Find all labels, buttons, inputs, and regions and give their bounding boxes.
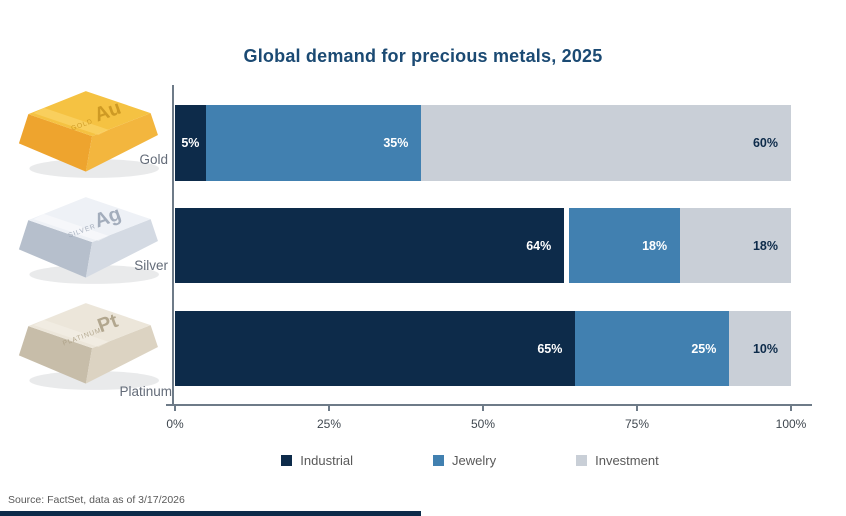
- category-label: Silver: [134, 258, 168, 273]
- segment-value-label: 10%: [752, 341, 778, 356]
- bar-segment-jewelry: 35%: [205, 105, 422, 181]
- category-label: Platinum: [119, 384, 172, 399]
- x-tick-mark: [790, 404, 792, 411]
- segment-value-label: 5%: [181, 136, 200, 150]
- y-axis-line: [172, 85, 174, 405]
- source-note: Source: FactSet, data as of 3/17/2026: [8, 494, 185, 506]
- x-tick-mark: [174, 404, 176, 411]
- metal-gold: Au GOLD Gold: [16, 88, 174, 188]
- segment-value-label: 35%: [383, 136, 409, 150]
- bar-row-silver: 64% 18% 18%: [175, 208, 791, 283]
- bar-row-platinum: 65% 25% 10%: [175, 311, 791, 386]
- chart-title: Global demand for precious metals, 2025: [243, 46, 603, 66]
- x-tick-label: 75%: [624, 417, 650, 431]
- bar-segment-industrial: 65%: [175, 311, 576, 386]
- metal-silver: Ag SILVER Silver: [16, 194, 174, 294]
- segment-value-label: 60%: [752, 136, 778, 150]
- x-tick-mark: [482, 404, 484, 411]
- bar-segment-jewelry: 25%: [575, 311, 730, 386]
- bar-segment-investment: 18%: [680, 208, 791, 283]
- x-axis-line: [166, 404, 812, 406]
- legend-item-investment: Investment: [576, 453, 659, 468]
- plot-area: 5% 35% 60% 64% 18% 18% 65% 25% 10%: [175, 85, 791, 404]
- bar-segment-investment: 10%: [729, 311, 791, 386]
- legend: Industrial Jewelry Investment: [47, 453, 846, 468]
- legend-swatch-icon: [281, 455, 293, 466]
- legend-item-jewelry: Jewelry: [433, 453, 496, 468]
- segment-value-label: 18%: [642, 238, 668, 253]
- x-tick-label: 0%: [166, 417, 184, 431]
- x-tick-mark: [328, 404, 330, 411]
- legend-label: Investment: [595, 453, 659, 468]
- x-tick-label: 25%: [316, 417, 342, 431]
- legend-swatch-icon: [433, 455, 445, 466]
- legend-item-industrial: Industrial: [281, 453, 353, 468]
- x-axis-ticks: 0% 25% 50% 75% 100%: [166, 404, 806, 438]
- legend-label: Industrial: [300, 453, 354, 468]
- bar-segment-jewelry: 18%: [569, 208, 681, 283]
- footer-stripe: [0, 511, 421, 516]
- segment-value-label: 25%: [691, 341, 717, 356]
- x-tick-mark: [636, 404, 638, 411]
- segment-value-label: 65%: [537, 341, 563, 356]
- x-tick-label: 100%: [775, 417, 807, 431]
- legend-label: Jewelry: [452, 453, 497, 468]
- metal-platinum: Pt PLATINUM Platinum: [16, 300, 174, 400]
- x-tick-label: 50%: [470, 417, 496, 431]
- bar-segment-industrial: 5%: [175, 105, 206, 181]
- bar-segment-industrial: 64%: [175, 208, 570, 283]
- legend-swatch-icon: [576, 455, 588, 466]
- segment-value-label: 64%: [526, 238, 552, 253]
- category-label: Gold: [139, 152, 168, 167]
- segment-value-label: 18%: [752, 238, 778, 253]
- bar-row-gold: 5% 35% 60%: [175, 105, 791, 181]
- bar-segment-investment: 60%: [421, 105, 791, 181]
- metal-icons-column: Au GOLD Gold Ag SILVER Silver Pt PLATINUM Platin…: [16, 0, 174, 516]
